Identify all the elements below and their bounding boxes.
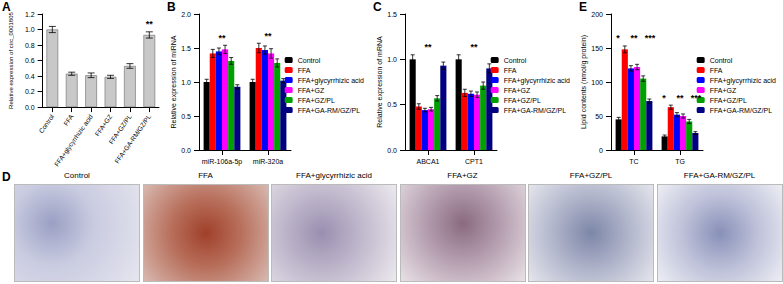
svg-text:***: *** bbox=[645, 33, 656, 43]
svg-text:Relative expression of mRNA: Relative expression of mRNA bbox=[376, 36, 384, 128]
svg-text:FFA: FFA bbox=[62, 113, 75, 127]
html-text:Control: Control bbox=[64, 171, 90, 180]
svg-text:FFA+glycyrrhizic acid: FFA+glycyrrhizic acid bbox=[298, 77, 364, 85]
svg-text:miR-106a-5p: miR-106a-5p bbox=[202, 158, 243, 166]
svg-text:FFA+glycyrrhizic acid: FFA+glycyrrhizic acid bbox=[710, 77, 776, 85]
svg-text:1.0: 1.0 bbox=[181, 79, 191, 86]
svg-text:Lipid contents (nmol/g protein: Lipid contents (nmol/g protein) bbox=[580, 35, 588, 129]
svg-text:FFA+GZ/PL: FFA+GZ/PL bbox=[504, 97, 541, 104]
svg-text:TG: TG bbox=[675, 158, 685, 165]
svg-text:FFA+GZ: FFA+GZ bbox=[504, 87, 531, 94]
svg-text:**: ** bbox=[218, 33, 226, 43]
svg-text:FFA+GZ/PL: FFA+GZ/PL bbox=[107, 113, 133, 146]
html-text:FFA+GZ: FFA+GZ bbox=[447, 171, 478, 180]
svg-text:TC: TC bbox=[629, 158, 638, 165]
svg-text:FFA+GZ: FFA+GZ bbox=[298, 87, 325, 94]
svg-text:Control: Control bbox=[504, 57, 527, 64]
svg-text:0.6: 0.6 bbox=[25, 57, 35, 64]
svg-text:**: ** bbox=[264, 31, 272, 41]
svg-text:FFA+GZ: FFA+GZ bbox=[93, 113, 113, 137]
svg-text:0.2: 0.2 bbox=[25, 88, 35, 95]
svg-text:*: * bbox=[662, 93, 666, 103]
svg-text:ABCA1: ABCA1 bbox=[417, 158, 440, 165]
svg-text:FFA+GZ: FFA+GZ bbox=[710, 87, 737, 94]
svg-text:FFA+GA-RM/GZ/PL: FFA+GA-RM/GZ/PL bbox=[710, 107, 773, 114]
html-text:D: D bbox=[2, 170, 11, 184]
svg-text:FFA+glycyrrhizic acid: FFA+glycyrrhizic acid bbox=[504, 77, 570, 85]
html-text:FFA+GZ/PL: FFA+GZ/PL bbox=[569, 171, 613, 180]
html-text:FFA+GA-RM/GZ/PL: FFA+GA-RM/GZ/PL bbox=[683, 171, 756, 180]
svg-text:1.5: 1.5 bbox=[387, 11, 397, 18]
html-text:C: C bbox=[373, 0, 382, 14]
svg-text:FFA+GZ/PL: FFA+GZ/PL bbox=[710, 97, 747, 104]
svg-text:0.8: 0.8 bbox=[25, 42, 35, 49]
svg-text:FFA+GA-RM/GZ/PL: FFA+GA-RM/GZ/PL bbox=[298, 107, 361, 114]
html-text:E: E bbox=[579, 0, 587, 14]
svg-text:FFA: FFA bbox=[710, 67, 723, 74]
svg-text:miR-320a: miR-320a bbox=[253, 158, 283, 165]
svg-text:FFA+GA-RM/GZ/PL: FFA+GA-RM/GZ/PL bbox=[504, 107, 567, 114]
svg-text:Relative expression of miRNA: Relative expression of miRNA bbox=[170, 35, 178, 128]
svg-text:Control: Control bbox=[710, 57, 733, 64]
svg-text:100: 100 bbox=[591, 79, 603, 86]
html-text:FFA: FFA bbox=[198, 171, 213, 180]
html-text:FFA+glycyrrhizic acid: FFA+glycyrrhizic acid bbox=[296, 171, 372, 180]
svg-text:2.0: 2.0 bbox=[181, 11, 191, 18]
html-text:B: B bbox=[167, 0, 176, 14]
svg-text:FFA+glycyrrhizic acid: FFA+glycyrrhizic acid bbox=[53, 113, 95, 168]
svg-text:Control: Control bbox=[298, 57, 321, 64]
svg-text:**: ** bbox=[676, 93, 684, 103]
svg-text:FFA+GA-RM/GZ/PL: FFA+GA-RM/GZ/PL bbox=[113, 113, 152, 165]
svg-text:1.2: 1.2 bbox=[25, 11, 35, 18]
svg-text:0.4: 0.4 bbox=[25, 73, 35, 80]
svg-text:**: ** bbox=[630, 33, 638, 43]
svg-text:**: ** bbox=[146, 19, 154, 29]
svg-text:FFA+GZ/PL: FFA+GZ/PL bbox=[298, 97, 335, 104]
svg-text:0.5: 0.5 bbox=[181, 113, 191, 120]
svg-text:0: 0 bbox=[599, 147, 603, 154]
svg-text:1.0: 1.0 bbox=[25, 26, 35, 33]
svg-text:CPT1: CPT1 bbox=[465, 158, 483, 165]
svg-text:1.5: 1.5 bbox=[181, 45, 191, 52]
svg-text:0.5: 0.5 bbox=[387, 101, 397, 108]
svg-text:200: 200 bbox=[591, 11, 603, 18]
svg-text:***: *** bbox=[691, 93, 702, 103]
svg-text:*: * bbox=[616, 33, 620, 43]
svg-text:0.0: 0.0 bbox=[25, 104, 35, 111]
svg-text:Relative expression of circ_00: Relative expression of circ_0001805 bbox=[8, 12, 14, 109]
svg-text:0.0: 0.0 bbox=[181, 147, 191, 154]
svg-text:50: 50 bbox=[595, 113, 603, 120]
svg-text:**: ** bbox=[470, 42, 478, 52]
svg-text:Control: Control bbox=[37, 113, 55, 135]
svg-text:150: 150 bbox=[591, 45, 603, 52]
html-text:A: A bbox=[2, 0, 11, 14]
svg-text:0.0: 0.0 bbox=[387, 147, 397, 154]
svg-text:FFA: FFA bbox=[504, 67, 517, 74]
svg-text:FFA: FFA bbox=[298, 67, 311, 74]
svg-text:1.0: 1.0 bbox=[387, 56, 397, 63]
svg-text:**: ** bbox=[424, 42, 432, 52]
